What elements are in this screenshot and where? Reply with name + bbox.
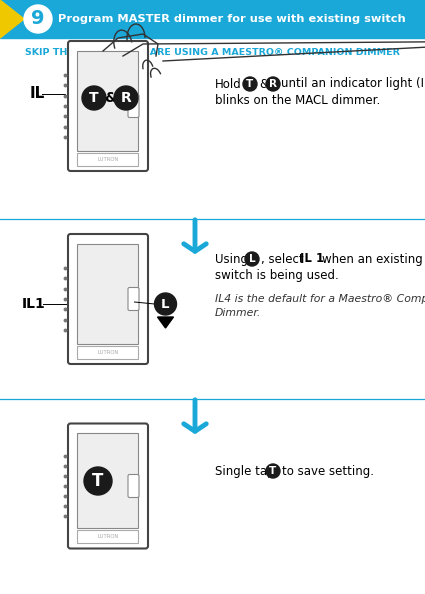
Text: T: T bbox=[89, 91, 99, 105]
Text: Dimmer.: Dimmer. bbox=[215, 308, 261, 318]
Text: until an indicator light (IL): until an indicator light (IL) bbox=[281, 77, 425, 90]
Circle shape bbox=[243, 77, 257, 91]
Text: T: T bbox=[246, 79, 254, 89]
Text: Single tap: Single tap bbox=[215, 465, 275, 478]
Bar bbox=[77, 346, 139, 359]
Text: IL1: IL1 bbox=[22, 297, 46, 311]
FancyBboxPatch shape bbox=[128, 475, 139, 498]
Bar bbox=[77, 433, 139, 528]
Text: Using: Using bbox=[215, 252, 248, 266]
Text: T: T bbox=[269, 466, 277, 476]
Text: LUTRON: LUTRON bbox=[97, 157, 119, 162]
Text: IL 1: IL 1 bbox=[300, 252, 324, 266]
Text: SKIP THIS STEP IF YOU ARE USING A MAESTRO® COMPANION DIMMER: SKIP THIS STEP IF YOU ARE USING A MAESTR… bbox=[25, 48, 400, 56]
FancyBboxPatch shape bbox=[128, 94, 139, 118]
Text: LUTRON: LUTRON bbox=[97, 350, 119, 355]
Circle shape bbox=[114, 86, 138, 110]
Circle shape bbox=[155, 293, 176, 315]
Text: blinks on the MACL dimmer.: blinks on the MACL dimmer. bbox=[215, 93, 380, 106]
Circle shape bbox=[82, 86, 106, 110]
Bar bbox=[77, 244, 139, 343]
Circle shape bbox=[24, 5, 52, 33]
Text: Hold: Hold bbox=[215, 77, 242, 90]
Circle shape bbox=[266, 77, 280, 91]
Text: LUTRON: LUTRON bbox=[97, 535, 119, 539]
Bar bbox=[77, 50, 139, 150]
FancyBboxPatch shape bbox=[68, 234, 148, 364]
Circle shape bbox=[266, 464, 280, 478]
Text: &: & bbox=[104, 91, 116, 105]
Text: IL: IL bbox=[30, 87, 45, 102]
Text: to save setting.: to save setting. bbox=[282, 465, 374, 478]
Circle shape bbox=[84, 467, 112, 495]
Text: L: L bbox=[161, 298, 170, 311]
Bar bbox=[0, 0, 425, 38]
Text: &: & bbox=[259, 77, 268, 90]
Text: , select: , select bbox=[261, 252, 303, 266]
Bar bbox=[77, 530, 139, 543]
Text: T: T bbox=[92, 472, 104, 490]
FancyBboxPatch shape bbox=[68, 424, 148, 548]
Text: L: L bbox=[249, 254, 255, 264]
Polygon shape bbox=[0, 0, 24, 38]
Bar bbox=[77, 153, 139, 166]
Text: when an existing: when an existing bbox=[322, 252, 423, 266]
Text: R: R bbox=[121, 91, 131, 105]
Text: Program MASTER dimmer for use with existing switch: Program MASTER dimmer for use with exist… bbox=[58, 14, 406, 24]
FancyBboxPatch shape bbox=[128, 287, 139, 311]
Circle shape bbox=[245, 252, 259, 266]
Text: IL4 is the default for a Maestro® Companion: IL4 is the default for a Maestro® Compan… bbox=[215, 294, 425, 304]
Text: switch is being used.: switch is being used. bbox=[215, 268, 339, 282]
FancyBboxPatch shape bbox=[68, 41, 148, 171]
Text: R: R bbox=[269, 79, 277, 89]
Text: 9: 9 bbox=[31, 10, 45, 29]
Polygon shape bbox=[158, 317, 173, 328]
